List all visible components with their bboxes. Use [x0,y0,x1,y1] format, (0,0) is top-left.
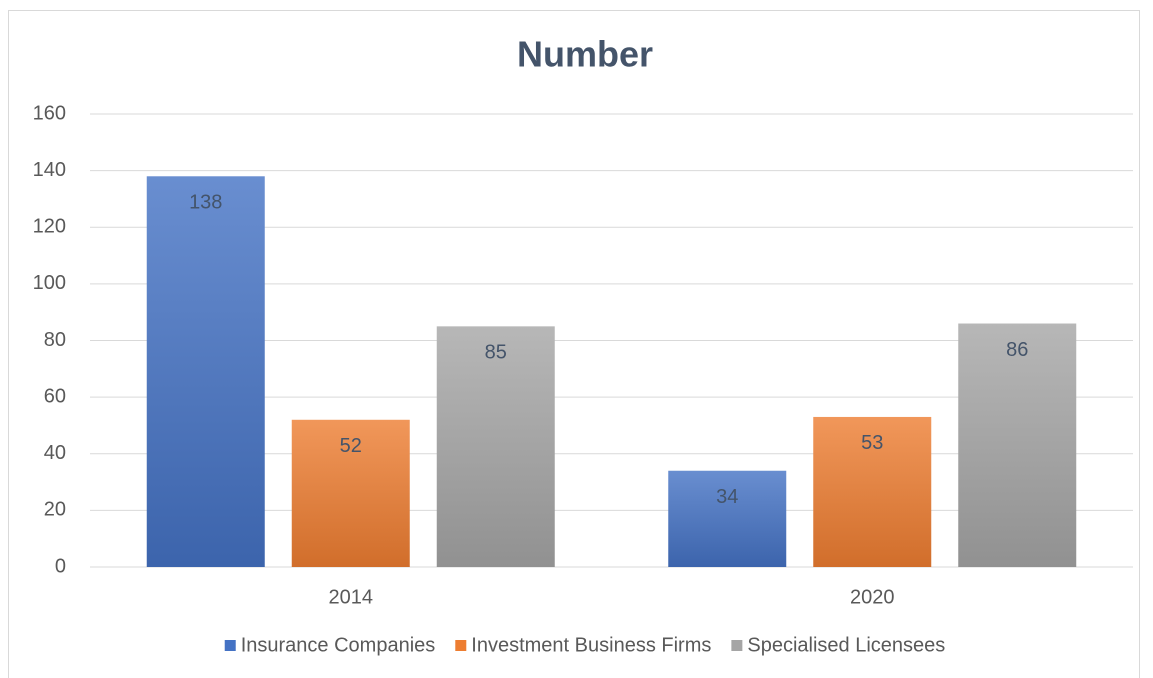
data-label: 52 [340,435,362,457]
y-tick-label: 20 [44,499,66,521]
data-label: 53 [861,432,883,454]
data-label: 86 [1006,339,1028,361]
data-label: 85 [485,342,507,364]
bar [291,419,410,567]
y-tick-label: 40 [44,442,66,464]
bar [436,326,555,567]
y-tick-label: 80 [44,329,66,351]
data-label: 138 [189,192,222,214]
x-tick-label: 2020 [850,586,895,608]
y-tick-label: 100 [33,272,66,294]
legend-swatch [455,640,467,651]
bar [958,323,1077,567]
legend-label: Investment Business Firms [471,634,711,656]
bar [668,470,787,567]
legend-label: Specialised Licensees [747,634,945,656]
legend-swatch [731,640,743,651]
x-tick-label: 2014 [329,586,374,608]
y-tick-label: 120 [33,216,66,238]
chart-title: Number [517,34,653,75]
y-tick-label: 140 [33,159,66,181]
data-label: 34 [716,486,738,508]
y-tick-label: 60 [44,385,66,407]
y-tick-label: 160 [33,102,66,124]
bar [146,176,265,567]
legend-swatch [224,640,236,651]
bar [813,416,932,567]
y-tick-label: 0 [55,555,66,577]
legend-label: Insurance Companies [241,634,436,656]
